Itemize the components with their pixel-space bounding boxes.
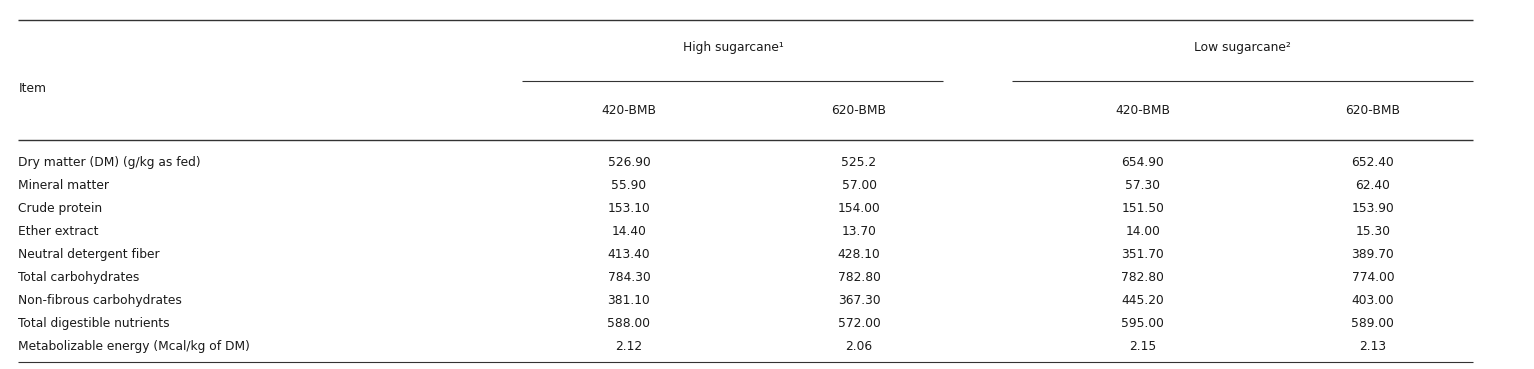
Text: 154.00: 154.00 bbox=[838, 202, 881, 215]
Text: 57.00: 57.00 bbox=[842, 179, 876, 192]
Text: Total carbohydrates: Total carbohydrates bbox=[18, 271, 140, 284]
Text: 389.70: 389.70 bbox=[1351, 248, 1394, 261]
Text: 420-BMB: 420-BMB bbox=[601, 104, 657, 117]
Text: Ether extract: Ether extract bbox=[18, 225, 98, 238]
Text: Neutral detergent fiber: Neutral detergent fiber bbox=[18, 248, 160, 261]
Text: 525.2: 525.2 bbox=[842, 156, 876, 169]
Text: Low sugarcane²: Low sugarcane² bbox=[1193, 41, 1292, 55]
Text: 420-BMB: 420-BMB bbox=[1115, 104, 1170, 117]
Text: 782.80: 782.80 bbox=[1121, 271, 1164, 284]
Text: 652.40: 652.40 bbox=[1351, 156, 1394, 169]
Text: High sugarcane¹: High sugarcane¹ bbox=[683, 41, 784, 55]
Text: Total digestible nutrients: Total digestible nutrients bbox=[18, 317, 170, 330]
Text: Metabolizable energy (Mcal/kg of DM): Metabolizable energy (Mcal/kg of DM) bbox=[18, 340, 250, 353]
Text: 620-BMB: 620-BMB bbox=[1345, 104, 1401, 117]
Text: 403.00: 403.00 bbox=[1351, 294, 1394, 307]
Text: 782.80: 782.80 bbox=[838, 271, 881, 284]
Text: 153.90: 153.90 bbox=[1351, 202, 1394, 215]
Text: 572.00: 572.00 bbox=[838, 317, 881, 330]
Text: 367.30: 367.30 bbox=[838, 294, 881, 307]
Text: 13.70: 13.70 bbox=[842, 225, 876, 238]
Text: 588.00: 588.00 bbox=[607, 317, 650, 330]
Text: 14.40: 14.40 bbox=[612, 225, 646, 238]
Text: Non-fibrous carbohydrates: Non-fibrous carbohydrates bbox=[18, 294, 183, 307]
Text: 14.00: 14.00 bbox=[1126, 225, 1160, 238]
Text: 62.40: 62.40 bbox=[1356, 179, 1390, 192]
Text: 153.10: 153.10 bbox=[607, 202, 650, 215]
Text: 445.20: 445.20 bbox=[1121, 294, 1164, 307]
Text: 620-BMB: 620-BMB bbox=[831, 104, 887, 117]
Text: 2.06: 2.06 bbox=[845, 340, 873, 353]
Text: 151.50: 151.50 bbox=[1121, 202, 1164, 215]
Text: 351.70: 351.70 bbox=[1121, 248, 1164, 261]
Text: 595.00: 595.00 bbox=[1121, 317, 1164, 330]
Text: Crude protein: Crude protein bbox=[18, 202, 103, 215]
Text: 381.10: 381.10 bbox=[607, 294, 650, 307]
Text: Dry matter (DM) (g/kg as fed): Dry matter (DM) (g/kg as fed) bbox=[18, 156, 201, 169]
Text: 589.00: 589.00 bbox=[1351, 317, 1394, 330]
Text: Mineral matter: Mineral matter bbox=[18, 179, 109, 192]
Text: 784.30: 784.30 bbox=[607, 271, 650, 284]
Text: 57.30: 57.30 bbox=[1126, 179, 1160, 192]
Text: 654.90: 654.90 bbox=[1121, 156, 1164, 169]
Text: 526.90: 526.90 bbox=[607, 156, 650, 169]
Text: 413.40: 413.40 bbox=[607, 248, 650, 261]
Text: 2.15: 2.15 bbox=[1129, 340, 1157, 353]
Text: 428.10: 428.10 bbox=[838, 248, 881, 261]
Text: 15.30: 15.30 bbox=[1356, 225, 1390, 238]
Text: 2.12: 2.12 bbox=[615, 340, 643, 353]
Text: 774.00: 774.00 bbox=[1351, 271, 1394, 284]
Text: Item: Item bbox=[18, 82, 46, 95]
Text: 2.13: 2.13 bbox=[1359, 340, 1387, 353]
Text: 55.90: 55.90 bbox=[612, 179, 646, 192]
